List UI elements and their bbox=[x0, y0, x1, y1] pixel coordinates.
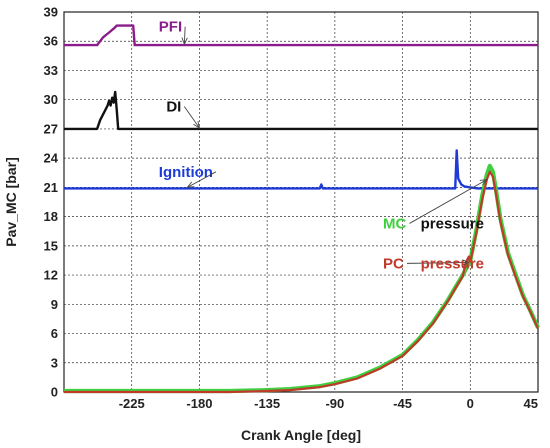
annotations: PFI DI Ignition MC pressure PC pressure bbox=[159, 19, 488, 272]
annotation-label: PFI bbox=[159, 19, 182, 36]
y-tick-label: 30 bbox=[44, 92, 58, 107]
y-tick-label: 24 bbox=[44, 151, 59, 166]
annotation-arrow bbox=[407, 261, 469, 264]
y-tick-label: 6 bbox=[51, 326, 58, 341]
annotation-label: pressure bbox=[421, 255, 484, 272]
annotation-label: MC bbox=[383, 215, 406, 232]
y-tick-label: 21 bbox=[44, 180, 58, 195]
annotation-arrowhead bbox=[181, 37, 188, 46]
y-tick-label: 15 bbox=[44, 238, 58, 253]
annotation-arrow bbox=[409, 179, 488, 224]
series-line-di bbox=[64, 90, 538, 131]
annotation-label: DI bbox=[166, 99, 181, 116]
y-tick-label: 9 bbox=[51, 297, 58, 312]
x-tick-label: 45 bbox=[524, 396, 538, 411]
series-line-pfi bbox=[64, 24, 538, 47]
y-tick-label: 33 bbox=[44, 63, 58, 78]
y-tick-label: 3 bbox=[51, 355, 58, 370]
x-tick-label: -225 bbox=[119, 396, 145, 411]
annotation-arrow bbox=[183, 106, 200, 129]
annotation-label: Ignition bbox=[159, 164, 213, 181]
y-tick-label: 12 bbox=[44, 268, 58, 283]
annotation-label: pressure bbox=[421, 215, 484, 232]
x-tick-label: -180 bbox=[186, 396, 212, 411]
y-tick-label: 18 bbox=[44, 209, 58, 224]
x-tick-label: -45 bbox=[393, 396, 412, 411]
y-axis-title: Pav_MC [bar] bbox=[3, 157, 19, 246]
annotation-arrowhead bbox=[479, 179, 488, 186]
plot-area bbox=[63, 11, 539, 393]
annotation-arrowhead bbox=[193, 121, 201, 129]
annotation-arrow bbox=[187, 171, 217, 188]
x-tick-label: -90 bbox=[325, 396, 344, 411]
series-line-ignition bbox=[64, 149, 538, 190]
x-tick-labels: -225 -180 -135 -90 -45 0 45 bbox=[119, 396, 538, 411]
y-tick-label: 0 bbox=[51, 385, 58, 400]
x-axis-title: Crank Angle [deg] bbox=[241, 427, 361, 443]
annotation-arrowhead bbox=[462, 259, 470, 266]
annotation-arrow bbox=[183, 26, 186, 45]
y-tick-label: 36 bbox=[44, 34, 58, 49]
x-tick-label: 0 bbox=[467, 396, 474, 411]
annotation-arrowhead bbox=[186, 181, 195, 188]
annotation-label: PC bbox=[383, 255, 404, 272]
y-tick-label: 27 bbox=[44, 121, 58, 136]
x-tick-label: -135 bbox=[254, 396, 280, 411]
y-tick-label: 39 bbox=[44, 5, 58, 20]
